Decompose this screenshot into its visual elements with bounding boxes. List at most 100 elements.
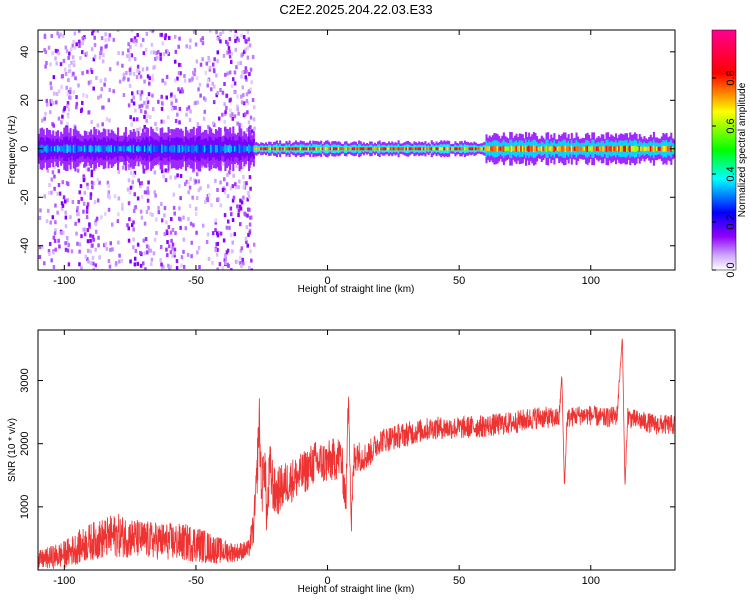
spectrogram-cell xyxy=(159,32,162,37)
spectrogram-cell xyxy=(172,205,176,210)
spectrogram-cell xyxy=(223,102,226,107)
spectrogram-cell xyxy=(92,57,96,62)
spectrogram-cell xyxy=(51,215,55,220)
spectrogram-cell xyxy=(581,146,584,151)
spectrogram-cell xyxy=(213,84,216,89)
spectrogram-cell xyxy=(395,147,399,151)
spectrogram-cell xyxy=(218,262,222,267)
spectrogram-cell xyxy=(67,262,71,267)
spectrogram-cell xyxy=(419,147,422,151)
spectrogram-cell xyxy=(223,119,226,124)
spectrogram-cell xyxy=(478,147,481,151)
spectrogram-cell xyxy=(144,110,147,115)
spectrogram-cell xyxy=(77,83,80,88)
spectrogram-cell xyxy=(216,145,219,153)
spectrogram-cell xyxy=(169,230,173,235)
spectrogram-cell xyxy=(312,147,315,151)
spectrogram-cell xyxy=(117,196,121,201)
spectrogram-cell xyxy=(238,122,241,127)
spectrogram-cell xyxy=(174,49,178,54)
spectrogram-cell xyxy=(269,147,272,151)
spectrogram-cell xyxy=(66,104,69,109)
spectrogram-cell xyxy=(73,45,76,50)
spectrogram-cell xyxy=(79,109,83,114)
spectrogram-cell xyxy=(176,144,180,153)
spectrogram-cell xyxy=(196,100,200,105)
spectrogram-cell xyxy=(219,144,222,153)
spectrogram-cell xyxy=(229,60,233,65)
spectrogram-cell xyxy=(126,187,130,192)
spectrogram-cell xyxy=(130,98,134,103)
spectrogram-cell xyxy=(100,36,104,41)
spectrogram-cell xyxy=(162,119,166,124)
spectrogram-cell xyxy=(242,34,246,39)
spectrogram-cell xyxy=(53,174,56,179)
spectrogram-cell xyxy=(432,147,435,151)
spectrogram-cell xyxy=(246,134,250,139)
spectrogram-cell xyxy=(121,146,124,152)
spectrogram-cell xyxy=(240,200,244,205)
spectrogram-cell xyxy=(187,216,190,221)
spectrogram-cell xyxy=(236,107,239,112)
spectrogram-cell xyxy=(130,122,133,127)
spectrogram-cell xyxy=(187,163,191,168)
spectrogram-cell xyxy=(54,48,58,53)
spectrogram-cell xyxy=(157,205,160,210)
spectrogram-cell xyxy=(169,146,172,152)
spectrogram-cell xyxy=(150,42,154,47)
spectrogram-cell xyxy=(133,57,137,62)
spectrogram-cell xyxy=(50,145,53,152)
spectrogram-cell xyxy=(81,50,84,55)
spectrogram-cell xyxy=(71,146,74,152)
spectrogram-cell xyxy=(510,145,513,153)
spectrogram-cell xyxy=(226,41,229,46)
spectrogram-cell xyxy=(53,91,56,96)
spectrogram-cell xyxy=(170,217,173,222)
spectrogram-cell xyxy=(120,146,123,152)
spectrogram-cell xyxy=(127,238,131,243)
spectrogram-cell xyxy=(56,31,59,36)
spectrogram-cell xyxy=(164,36,167,41)
spectrogram-cell xyxy=(69,95,72,100)
spectrogram-cell xyxy=(150,50,153,55)
spectrogram-cell xyxy=(136,261,140,266)
spectrogram-cell xyxy=(132,220,135,225)
spectrogram-cell xyxy=(399,147,402,151)
spectrogram-cell xyxy=(57,238,60,243)
spectrogram-cell xyxy=(134,145,137,153)
spectrogram-cell xyxy=(65,49,69,54)
spectrogram-cell xyxy=(153,170,157,175)
spectrogram-cell xyxy=(513,146,516,152)
spectrogram-cell xyxy=(214,228,217,233)
spectrogram-cell xyxy=(130,30,134,33)
snr-y-axis-label: SNR (10 * v/v) xyxy=(7,418,18,482)
spectrogram-cell xyxy=(165,229,169,234)
spectrogram-x-axis-label: Height of straight line (km) xyxy=(298,284,415,295)
spectrogram-cell xyxy=(216,50,220,55)
spectrogram-cell xyxy=(245,225,249,230)
spectrogram-cell xyxy=(111,247,114,252)
spectrogram-cell xyxy=(207,184,210,189)
spectrogram-cell xyxy=(474,147,478,151)
spectrogram-cell xyxy=(134,205,137,210)
spectrogram-cell xyxy=(195,230,198,235)
spectrogram-cell xyxy=(179,71,182,76)
spectrogram-cell xyxy=(173,145,176,153)
spectrogram-cell xyxy=(221,266,225,270)
spectrogram-cell xyxy=(133,170,137,175)
spectrogram-cell xyxy=(175,144,178,153)
spectrogram-cell xyxy=(159,56,162,61)
spectrogram-cell xyxy=(159,52,162,57)
spectrogram-cell xyxy=(54,247,57,252)
spectrogram-cell xyxy=(149,30,152,33)
spectrogram-cell xyxy=(512,146,515,151)
spectrogram-cell xyxy=(116,219,120,224)
spectrogram-cell xyxy=(596,146,599,151)
spectrogram-cell xyxy=(222,238,226,243)
spectrogram-cell xyxy=(143,221,147,226)
spectrogram-cell xyxy=(403,147,406,151)
spectrogram-cell xyxy=(96,146,99,152)
spectrogram-cell xyxy=(452,147,455,151)
spectrogram-cell xyxy=(433,147,436,151)
spectrogram-cell xyxy=(246,213,249,218)
